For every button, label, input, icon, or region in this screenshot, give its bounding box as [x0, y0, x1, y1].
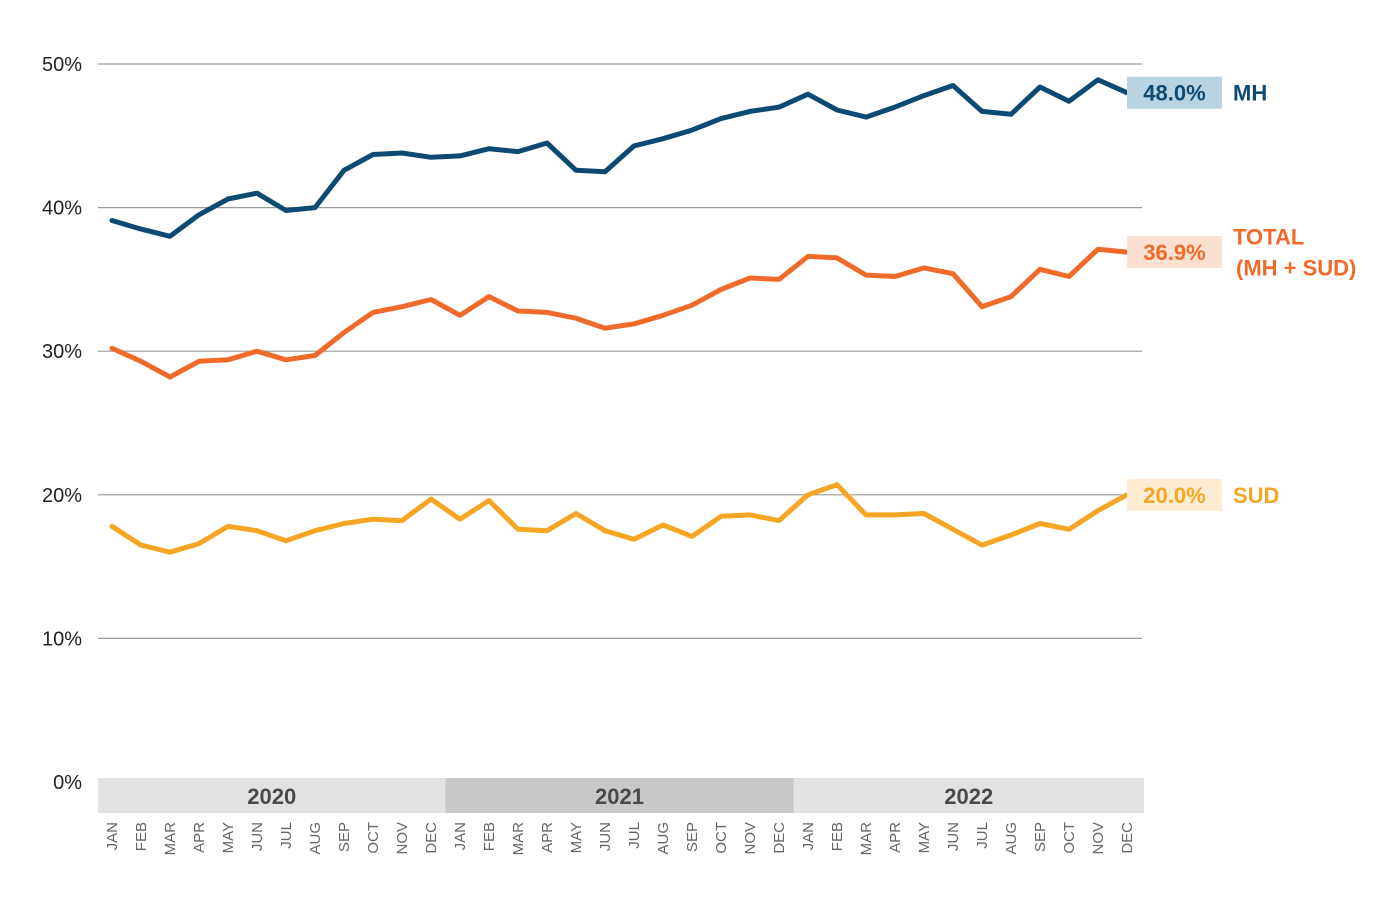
x-tick-label: MAR: [162, 822, 179, 856]
x-tick-label: MAY: [916, 822, 933, 853]
series-lines: [109, 77, 1130, 555]
gridlines: [98, 63, 1142, 640]
series-name-label: (MH + SUD): [1236, 256, 1356, 281]
y-tick-label: 10%: [42, 628, 82, 650]
x-tick-label: OCT: [365, 822, 382, 854]
x-tick-label: OCT: [713, 822, 730, 854]
end-value-label: 20.0%: [1143, 483, 1205, 508]
x-tick-label: JUL: [278, 822, 295, 849]
x-tick-label: AUG: [307, 822, 324, 855]
end-value-badge: [1127, 76, 1222, 109]
x-tick-label: DEC: [771, 822, 788, 854]
x-tick-label: FEB: [829, 822, 846, 851]
x-tick-label: JAN: [104, 822, 121, 850]
x-tick-label: JUL: [626, 822, 643, 849]
x-tick-label: JUN: [249, 822, 266, 851]
x-tick-label: NOV: [1090, 822, 1107, 855]
x-axis: JAN FEB MAR APR MAY JUN JUL AUG SEP OCT NOV DEC JAN F…: [104, 822, 1136, 856]
x-tick-label: AUG: [1003, 822, 1020, 855]
y-tick-label: 20%: [42, 485, 82, 507]
year-label: 2020: [247, 784, 296, 809]
x-tick-label: JUN: [945, 822, 962, 851]
x-tick-label: MAR: [510, 822, 527, 856]
series-name-label: SUD: [1233, 483, 1279, 508]
x-tick-label: DEC: [1119, 822, 1136, 854]
end-value-badge: [1127, 478, 1222, 511]
x-tick-label: AUG: [655, 822, 672, 855]
y-tick-label: 0%: [53, 772, 82, 794]
x-tick-label: SEP: [684, 822, 701, 852]
year-label: 2021: [595, 784, 644, 809]
series-labels: 48.0% MH 36.9% TOTAL (MH + SUD) 20.0% SUD: [1127, 76, 1356, 511]
year-band: 2020 2021 2022: [98, 778, 1144, 813]
x-tick-label: APR: [539, 822, 556, 853]
series-line-mh: [109, 77, 1130, 239]
y-tick-label: 30%: [42, 341, 82, 363]
x-tick-label: APR: [887, 822, 904, 853]
y-tick-label: 40%: [42, 198, 82, 220]
x-tick-label: NOV: [742, 822, 759, 855]
year-band-segment: [793, 778, 1144, 813]
series-name-label: TOTAL: [1233, 225, 1304, 250]
x-tick-label: FEB: [481, 822, 498, 851]
x-tick-label: SEP: [336, 822, 353, 852]
x-tick-label: JUL: [974, 822, 991, 849]
x-tick-label: OCT: [1061, 822, 1078, 854]
series-line-sud: [109, 482, 1130, 555]
year-label: 2022: [944, 784, 993, 809]
series-line-total-mh-sud: [109, 246, 1130, 380]
x-tick-label: JAN: [452, 822, 469, 850]
year-band-segment: [98, 778, 446, 813]
x-tick-label: JAN: [800, 822, 817, 850]
end-value-badge: [1127, 236, 1222, 269]
end-value-label: 36.9%: [1143, 240, 1205, 265]
y-axis: 0% 10% 20% 30% 40% 50%: [42, 54, 82, 794]
x-tick-label: NOV: [394, 822, 411, 855]
x-tick-label: JUN: [597, 822, 614, 851]
x-tick-label: APR: [191, 822, 208, 853]
x-tick-label: SEP: [1032, 822, 1049, 852]
year-band-segment: [445, 778, 794, 813]
x-tick-label: MAY: [568, 822, 585, 853]
series-name-label: MH: [1233, 81, 1267, 106]
x-tick-label: MAR: [858, 822, 875, 856]
x-tick-label: FEB: [133, 822, 150, 851]
x-tick-label: DEC: [423, 822, 440, 854]
end-value-label: 48.0%: [1143, 81, 1205, 106]
x-tick-label: MAY: [220, 822, 237, 853]
y-tick-label: 50%: [42, 54, 82, 76]
